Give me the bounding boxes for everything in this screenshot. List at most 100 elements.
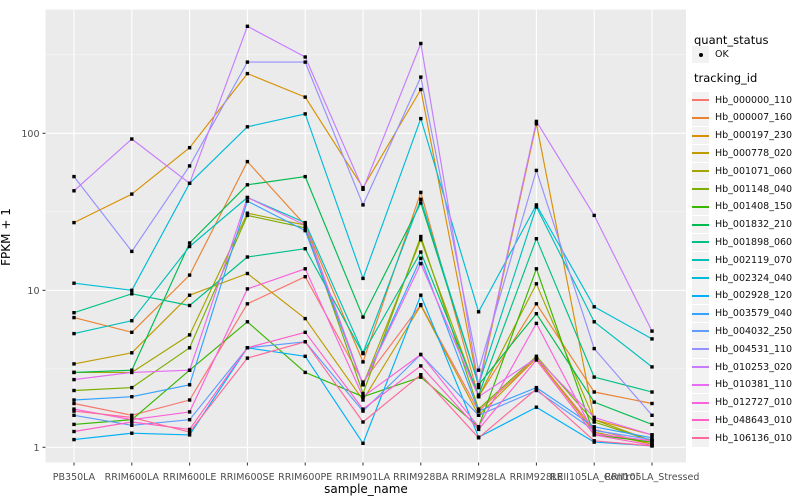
legend-key-Hb_001148_040: [692, 180, 709, 198]
legend-line-icon: [692, 348, 709, 351]
data-point-marker: [72, 281, 76, 285]
legend-key-Hb_010381_110: [692, 376, 709, 394]
data-point-marker: [72, 398, 76, 402]
data-point-marker: [72, 362, 76, 366]
data-point-marker: [361, 395, 365, 399]
data-point-marker: [303, 55, 307, 59]
data-point-marker: [419, 201, 423, 205]
data-point-marker: [130, 351, 134, 355]
data-point-marker: [303, 228, 307, 233]
data-point-marker: [476, 427, 481, 432]
data-point-marker: [303, 220, 307, 225]
data-point-marker: [534, 282, 539, 286]
data-point-marker: [245, 60, 250, 64]
data-point-marker: [245, 159, 250, 164]
data-point-marker: [476, 407, 481, 411]
data-point-marker: [361, 203, 365, 207]
data-point-marker: [303, 226, 307, 230]
data-point-marker: [130, 431, 134, 435]
legend-key-Hb_004032_250: [692, 322, 709, 340]
legend-key-Hb_001898_060: [692, 233, 709, 251]
data-point-marker: [419, 256, 423, 260]
data-point-marker: [592, 433, 596, 437]
legend-line-icon: [692, 116, 709, 119]
legend-label-Hb_001408_150: Hb_001408_150: [715, 201, 793, 213]
data-point-marker: [592, 390, 596, 394]
data-point-marker: [476, 383, 481, 387]
data-point-marker: [245, 287, 250, 291]
data-point-marker: [130, 249, 134, 254]
data-point-marker: [72, 422, 76, 427]
data-point-marker: [72, 407, 76, 411]
data-point-marker: [419, 87, 423, 92]
data-point-marker: [476, 310, 481, 314]
data-point-marker: [592, 375, 596, 379]
legend-line-icon: [692, 205, 709, 208]
data-point-marker: [592, 425, 596, 429]
x-tick-label: PB350LA: [53, 472, 96, 483]
data-point-marker: [130, 370, 134, 375]
legend-line-icon: [692, 330, 709, 333]
data-point-marker: [534, 321, 539, 326]
data-point-marker: [245, 255, 250, 259]
data-point-marker: [130, 330, 134, 334]
data-point-marker: [130, 420, 134, 424]
legend-label-Hb_002324_040: Hb_002324_040: [715, 272, 793, 284]
data-point-marker: [245, 302, 250, 306]
data-point-marker: [303, 247, 307, 251]
data-point-marker: [361, 441, 365, 445]
data-point-marker: [187, 293, 192, 297]
legend-key-Hb_001408_150: [692, 198, 709, 216]
data-point-marker: [476, 385, 481, 390]
data-point-marker: [187, 181, 192, 185]
y-tick-label: 1: [33, 443, 39, 454]
legend-key-Hb_000000_110: [692, 91, 709, 109]
data-point-marker: [534, 356, 539, 360]
legend-line-icon: [692, 312, 709, 315]
data-point-marker: [534, 168, 539, 173]
data-point-marker: [476, 409, 481, 413]
data-point-marker: [187, 410, 192, 414]
legend-label-ok: OK: [715, 49, 729, 60]
data-point-marker: [187, 418, 192, 422]
data-point-marker: [245, 271, 250, 276]
data-point-marker: [361, 315, 365, 319]
data-point-marker: [303, 340, 307, 344]
data-point-marker: [476, 368, 481, 372]
data-point-marker: [361, 407, 365, 411]
data-point-marker: [245, 183, 250, 187]
data-point-marker: [534, 122, 539, 126]
data-point-marker: [419, 375, 423, 379]
x-tick-label: RRIM600PE: [278, 472, 332, 483]
data-point-marker: [592, 400, 596, 404]
legend-key-Hb_000007_160: [692, 109, 709, 127]
data-point-marker: [476, 395, 481, 399]
legend-line-icon: [692, 188, 709, 190]
data-point-marker: [534, 354, 539, 358]
legend-key-Hb_001071_060: [692, 162, 709, 180]
data-point-marker: [650, 433, 654, 437]
data-point-marker: [187, 346, 192, 350]
data-point-marker: [419, 197, 423, 201]
data-point-marker: [245, 125, 250, 129]
data-point-marker: [72, 409, 76, 413]
data-point-marker: [72, 189, 76, 193]
data-point-marker: [650, 337, 654, 341]
data-point-marker: [361, 420, 365, 424]
data-point-marker: [245, 356, 250, 360]
legend-key-Hb_001832_210: [692, 216, 709, 234]
data-point-marker: [245, 199, 250, 203]
data-point-marker: [650, 365, 654, 369]
data-point-marker: [303, 60, 307, 64]
data-point-marker: [476, 413, 481, 417]
legend-label-Hb_004032_250: Hb_004032_250: [715, 325, 793, 337]
x-tick-label: RRIM600LA: [105, 472, 160, 483]
data-point-marker: [419, 303, 423, 308]
data-point-marker: [245, 195, 250, 200]
legend-key-Hb_002324_040: [692, 269, 709, 287]
legend-line-icon: [692, 99, 709, 101]
data-point-marker: [419, 250, 423, 254]
data-point-marker: [130, 319, 134, 323]
data-point-marker: [303, 275, 307, 279]
